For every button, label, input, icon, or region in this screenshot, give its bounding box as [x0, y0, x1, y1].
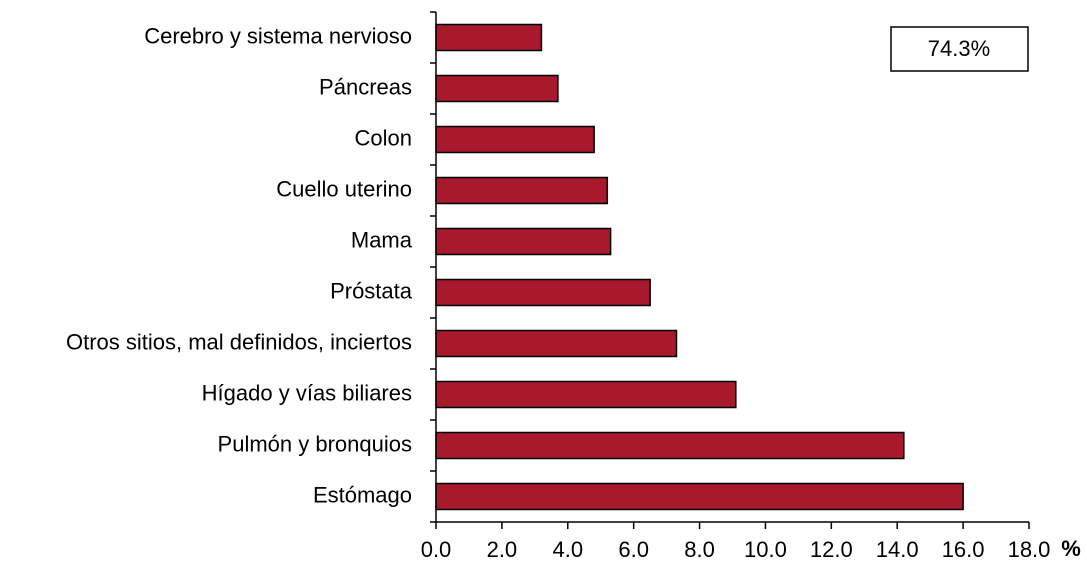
bar — [435, 176, 609, 205]
bar — [435, 125, 595, 154]
y-tick-label: Cuello uterino — [276, 176, 412, 201]
bar — [435, 380, 737, 409]
bar — [435, 23, 543, 52]
x-tick-label: 6.0 — [618, 537, 649, 562]
y-tick-label: Cerebro y sistema nervioso — [144, 23, 412, 48]
x-tick-label: 14.0 — [876, 537, 919, 562]
x-tick-label: 10.0 — [744, 537, 787, 562]
x-axis-label: % — [1061, 536, 1081, 561]
x-tick-label: 8.0 — [684, 537, 715, 562]
bar — [435, 74, 559, 103]
x-tick-label: 16.0 — [942, 537, 985, 562]
y-tick-label: Mama — [351, 227, 413, 252]
y-tick-label: Pulmón y bronquios — [218, 431, 412, 456]
annotation-box — [890, 26, 1029, 72]
x-tick-label: 2.0 — [487, 537, 518, 562]
y-tick-label: Hígado y vías biliares — [202, 380, 412, 405]
y-tick-label: Colon — [355, 125, 412, 150]
y-tick-label: Estómago — [313, 482, 412, 507]
x-tick-label: 4.0 — [552, 537, 583, 562]
bar — [435, 482, 964, 511]
y-tick-label: Otros sitios, mal definidos, inciertos — [66, 329, 412, 354]
bar — [435, 227, 612, 256]
x-tick-label: 0.0 — [421, 537, 452, 562]
bar — [435, 431, 905, 460]
bar — [435, 278, 651, 307]
bar — [435, 329, 678, 358]
annotation: 74.3% — [928, 36, 990, 61]
y-tick-label: Páncreas — [319, 74, 412, 99]
x-tick-label: 12.0 — [810, 537, 853, 562]
y-tick-label: Próstata — [330, 278, 413, 303]
x-tick-label: 18.0 — [1008, 537, 1051, 562]
